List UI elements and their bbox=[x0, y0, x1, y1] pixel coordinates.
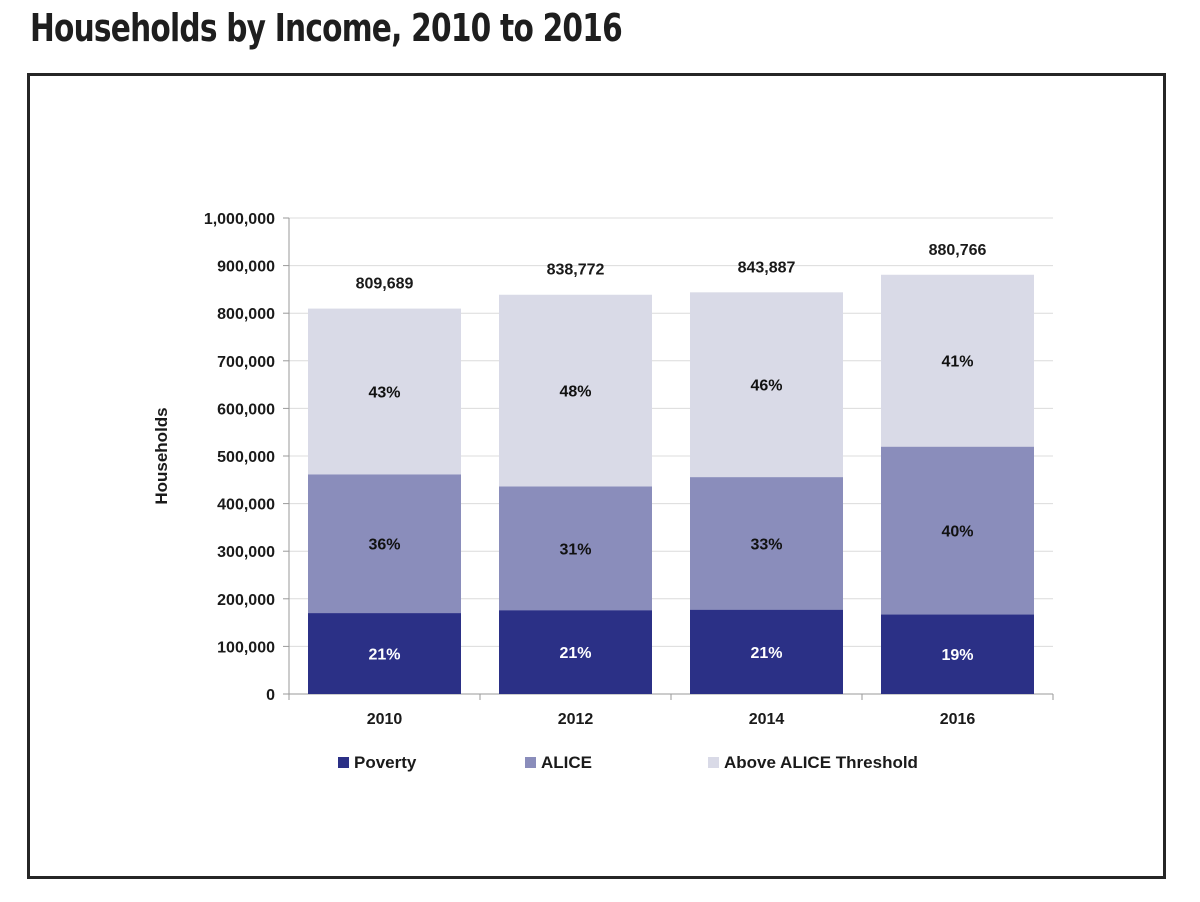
y-axis-title: Households bbox=[152, 407, 171, 504]
y-tick-label: 400,000 bbox=[217, 497, 275, 514]
y-tick-label: 100,000 bbox=[217, 639, 275, 656]
bar-segment-alice bbox=[308, 474, 461, 614]
y-tick-label: 600,000 bbox=[217, 401, 275, 418]
x-tick-label: 2014 bbox=[749, 711, 785, 728]
legend-swatch-poverty bbox=[338, 757, 349, 768]
y-tick-label: 0 bbox=[266, 687, 275, 704]
legend-label: ALICE bbox=[541, 753, 592, 772]
segment-percent-label: 40% bbox=[941, 523, 973, 540]
y-tick-label: 700,000 bbox=[217, 354, 275, 371]
segment-percent-label: 21% bbox=[750, 645, 782, 662]
bar-total-label: 843,887 bbox=[738, 259, 796, 276]
bar-segment-alice bbox=[499, 486, 652, 611]
stacked-bar-chart: 0 100,000 200,000 300,000 400,000 500,000 600,… bbox=[152, 211, 1054, 772]
legend-label: Above ALICE Threshold bbox=[724, 753, 918, 772]
chart-frame: 0 100,000 200,000 300,000 400,000 500,000 600,… bbox=[27, 73, 1166, 879]
y-tick-label: 1,000,000 bbox=[204, 211, 275, 228]
x-tick-label: 2016 bbox=[940, 711, 976, 728]
segment-percent-label: 33% bbox=[750, 536, 782, 553]
segment-percent-label: 46% bbox=[750, 378, 782, 395]
bar-segment-above-alice-threshold bbox=[690, 292, 843, 478]
x-tick-label: 2012 bbox=[558, 711, 594, 728]
segment-percent-label: 41% bbox=[941, 354, 973, 371]
segment-percent-label: 43% bbox=[368, 384, 400, 401]
y-tick-label: 900,000 bbox=[217, 259, 275, 276]
bar-segment-above-alice-threshold bbox=[308, 308, 461, 475]
bar-segment-alice bbox=[881, 446, 1034, 615]
segment-percent-label: 31% bbox=[559, 541, 591, 558]
bar-total-label: 838,772 bbox=[547, 262, 605, 279]
page-title: Households by Income, 2010 to 2016 bbox=[30, 6, 623, 50]
y-tick-label: 200,000 bbox=[217, 592, 275, 609]
bar-segment-alice bbox=[690, 477, 843, 610]
bar-segment-above-alice-threshold bbox=[499, 294, 652, 487]
bar-total-label: 809,689 bbox=[356, 276, 414, 293]
bar-segment-poverty bbox=[499, 610, 652, 694]
x-tick-label: 2010 bbox=[367, 711, 403, 728]
bar-segment-poverty bbox=[690, 609, 843, 694]
bar-segment-above-alice-threshold bbox=[881, 274, 1034, 447]
legend-swatch-alice bbox=[525, 757, 536, 768]
bar-segment-poverty bbox=[881, 614, 1034, 694]
y-tick-label: 300,000 bbox=[217, 544, 275, 561]
legend-label: Poverty bbox=[354, 753, 417, 772]
bar-segment-poverty bbox=[308, 613, 461, 694]
y-tick-label: 800,000 bbox=[217, 306, 275, 323]
segment-percent-label: 48% bbox=[559, 384, 591, 401]
bar-total-label: 880,766 bbox=[929, 242, 987, 259]
segment-percent-label: 19% bbox=[941, 647, 973, 664]
segment-percent-label: 21% bbox=[368, 647, 400, 664]
legend-swatch-above-alice-threshold bbox=[708, 757, 719, 768]
segment-percent-label: 21% bbox=[559, 645, 591, 662]
segment-percent-label: 36% bbox=[368, 537, 400, 554]
y-tick-label: 500,000 bbox=[217, 449, 275, 466]
